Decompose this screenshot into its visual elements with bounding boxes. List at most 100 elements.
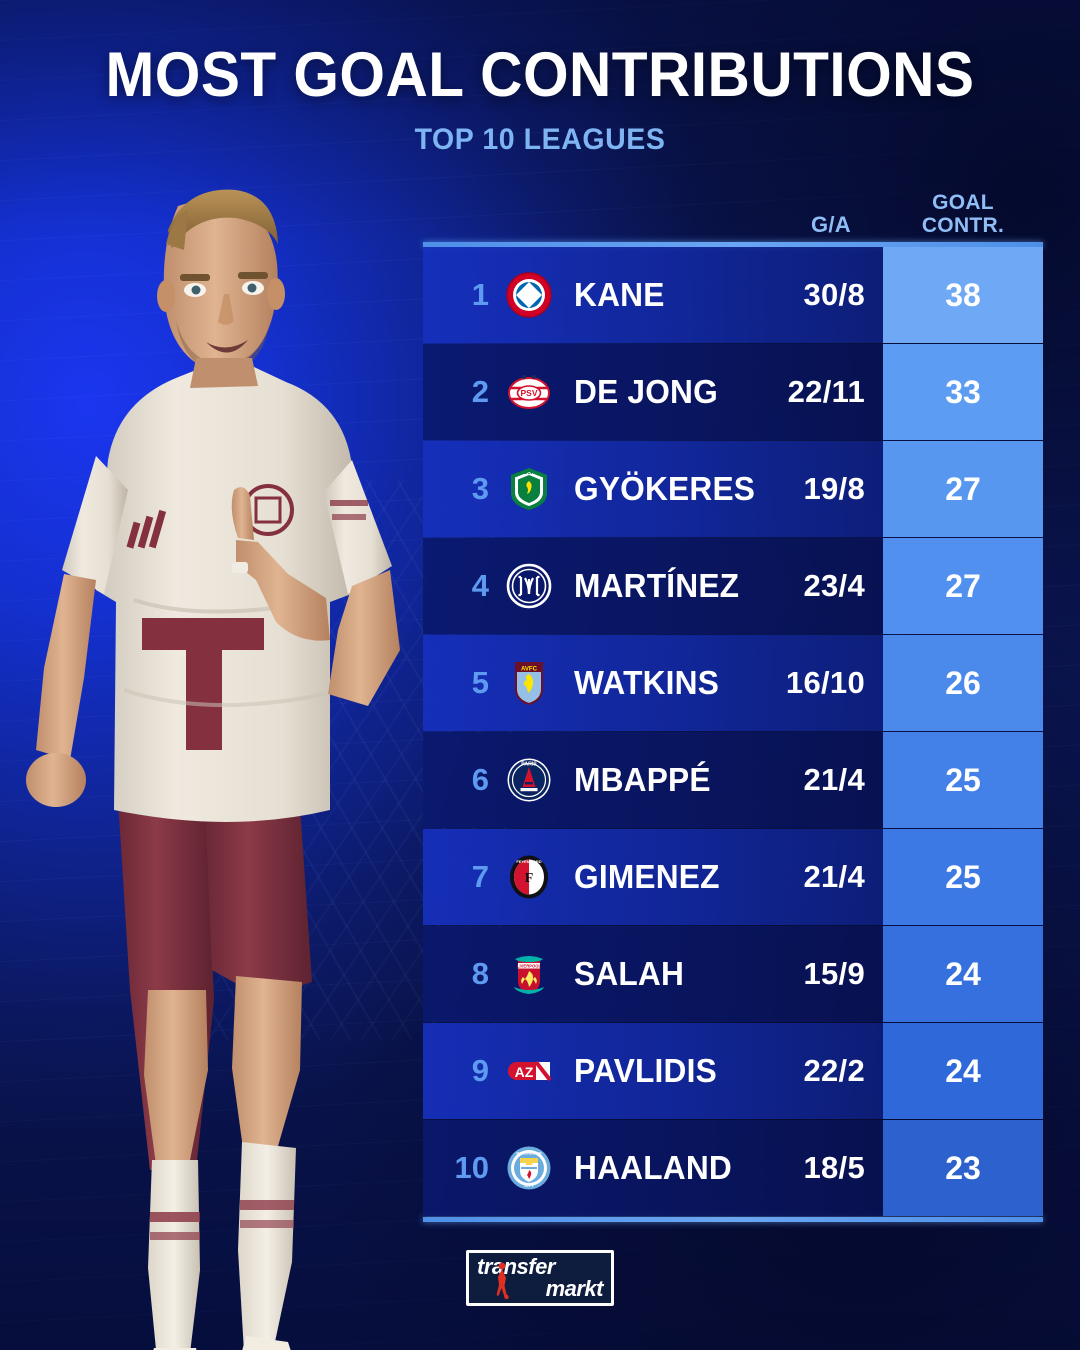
svg-text:CITY: CITY: [524, 1183, 534, 1188]
goals-assists-value: 21/4: [803, 762, 865, 797]
goal-contributions-value: 27: [883, 538, 1043, 634]
player-shirt: [62, 362, 392, 822]
goals-assists-value: 18/5: [803, 1150, 865, 1185]
goal-contributions-value: 25: [883, 829, 1043, 925]
row-main-cell: 5 AVFC WATKINS 16/10: [423, 635, 883, 731]
svg-text:SCP: SCP: [524, 470, 535, 476]
player-name: MBAPPÉ: [574, 761, 711, 798]
svg-text:AVFC: AVFC: [521, 667, 538, 673]
goals-assists-value: 22/2: [803, 1053, 865, 1088]
svg-text:PSV: PSV: [520, 388, 537, 398]
row-main-cell: 10 MANCHESTER CITY HAALAND 18/5: [423, 1120, 883, 1216]
harry-kane-photo: [0, 170, 430, 1350]
rank-number: 9: [471, 1053, 489, 1088]
rank-number: 8: [471, 956, 489, 991]
player-illustration: [26, 189, 400, 1350]
player-lower-body: [118, 800, 312, 1350]
player-name: GIMENEZ: [574, 858, 720, 895]
page-title: MOST GOAL CONTRIBUTIONS: [105, 40, 975, 110]
header: MOST GOAL CONTRIBUTIONS TOP 10 LEAGUES: [0, 44, 1080, 157]
table-row[interactable]: 6 PARIS MBAPPÉ 21/4 25: [423, 732, 1043, 828]
table-row[interactable]: 7 F FEYENOORD GIMENEZ 21/4 25: [423, 829, 1043, 925]
row-main-cell: 6 PARIS MBAPPÉ 21/4: [423, 732, 883, 828]
az-alkmaar-crest: AZ: [506, 1048, 552, 1094]
svg-text:F: F: [525, 871, 534, 886]
goals-assists-value: 23/4: [803, 568, 865, 603]
goals-assists-value: 22/11: [787, 374, 865, 409]
row-main-cell: 4 MARTÍNEZ 23/4: [423, 538, 883, 634]
goal-contributions-value: 24: [883, 926, 1043, 1022]
row-main-cell: 2 PSV DE JONG 22/11: [423, 344, 883, 440]
table-row[interactable]: 1 KANE 30/8 38: [423, 247, 1043, 343]
table-row[interactable]: 10 MANCHESTER CITY HAALAND 18/5 23: [423, 1120, 1043, 1216]
player-name: MARTÍNEZ: [574, 567, 740, 604]
svg-text:FEYENOORD: FEYENOORD: [516, 859, 541, 864]
table-bottom-divider: [423, 1217, 1043, 1222]
table-row[interactable]: 2 PSV DE JONG 22/11 33: [423, 344, 1043, 440]
goal-contributions-value: 27: [883, 441, 1043, 537]
column-header-gc-line2: CONTR.: [921, 214, 1005, 238]
rank-number: 10: [454, 1150, 489, 1185]
player-arms: [26, 487, 400, 807]
table-row[interactable]: 9 AZ PAVLIDIS 22/2 24: [423, 1023, 1043, 1119]
goal-contributions-value: 38: [883, 247, 1043, 343]
rank-number: 3: [471, 471, 489, 506]
player-name: PAVLIDIS: [574, 1052, 717, 1089]
player-name: SALAH: [574, 955, 685, 992]
table-row[interactable]: 5 AVFC WATKINS 16/10 26: [423, 635, 1043, 731]
goal-contributions-value: 25: [883, 732, 1043, 828]
rank-number: 4: [471, 568, 489, 603]
logo-text-markt: markt: [545, 1275, 604, 1301]
page-subtitle: TOP 10 LEAGUES: [414, 123, 666, 156]
player-name: DE JONG: [574, 373, 718, 410]
goals-assists-value: 16/10: [785, 665, 865, 700]
liverpool-crest: LIVERPOOL: [506, 951, 552, 997]
ranking-table: G/A GOAL CONTR. 1 KANE 30/8 38 2 PSV DE …: [423, 180, 1043, 1222]
table-row[interactable]: 3 SCP GYÖKERES 19/8 27: [423, 441, 1043, 537]
table-row[interactable]: 8 LIVERPOOL SALAH 15/9 24: [423, 926, 1043, 1022]
player-name: WATKINS: [574, 664, 720, 701]
transfermarkt-player-icon: [496, 1262, 509, 1300]
column-header-goal-contributions: GOAL CONTR.: [883, 191, 1043, 238]
svg-text:MANCHESTER: MANCHESTER: [516, 1152, 542, 1156]
goals-assists-value: 19/8: [803, 471, 865, 506]
table-row[interactable]: 4 MARTÍNEZ 23/4 27: [423, 538, 1043, 634]
player-name: GYÖKERES: [574, 470, 756, 507]
player-head: [157, 189, 285, 376]
inter-milan-crest: [506, 563, 552, 609]
row-main-cell: 1 KANE 30/8: [423, 247, 883, 343]
svg-text:AZ: AZ: [515, 1064, 534, 1080]
player-name: KANE: [574, 276, 665, 313]
row-main-cell: 8 LIVERPOOL SALAH 15/9: [423, 926, 883, 1022]
goal-contributions-value: 33: [883, 344, 1043, 440]
rank-number: 2: [471, 374, 489, 409]
svg-text:PARIS: PARIS: [521, 762, 537, 768]
goal-contributions-value: 24: [883, 1023, 1043, 1119]
transfermarkt-logo[interactable]: transfer markt: [466, 1250, 614, 1306]
aston-villa-crest: AVFC: [506, 660, 552, 706]
row-main-cell: 7 F FEYENOORD GIMENEZ 21/4: [423, 829, 883, 925]
goals-assists-value: 30/8: [803, 277, 865, 312]
goals-assists-value: 21/4: [803, 859, 865, 894]
table-column-headers: G/A GOAL CONTR.: [423, 180, 1043, 242]
rank-number: 5: [471, 665, 489, 700]
row-main-cell: 3 SCP GYÖKERES 19/8: [423, 441, 883, 537]
feyenoord-crest: F FEYENOORD: [506, 854, 552, 900]
rank-number: 6: [471, 762, 489, 797]
goal-contributions-value: 23: [883, 1120, 1043, 1216]
row-main-cell: 9 AZ PAVLIDIS 22/2: [423, 1023, 883, 1119]
table-top-divider: [423, 242, 1043, 247]
sporting-cp-crest: SCP: [506, 466, 552, 512]
rank-number: 7: [471, 859, 489, 894]
logo-text-transfer: transfer: [477, 1253, 555, 1279]
psg-crest: PARIS: [506, 757, 552, 803]
manchester-city-crest: MANCHESTER CITY: [506, 1145, 552, 1191]
table-body: 1 KANE 30/8 38 2 PSV DE JONG 22/11 33 3: [423, 247, 1043, 1216]
psv-crest: PSV: [506, 369, 552, 415]
svg-text:LIVERPOOL: LIVERPOOL: [517, 963, 542, 968]
rank-number: 1: [471, 277, 489, 312]
column-header-gc-line1: GOAL: [932, 190, 994, 214]
goal-contributions-value: 26: [883, 635, 1043, 731]
goals-assists-value: 15/9: [803, 956, 865, 991]
column-header-goals-assists: G/A: [810, 212, 851, 238]
